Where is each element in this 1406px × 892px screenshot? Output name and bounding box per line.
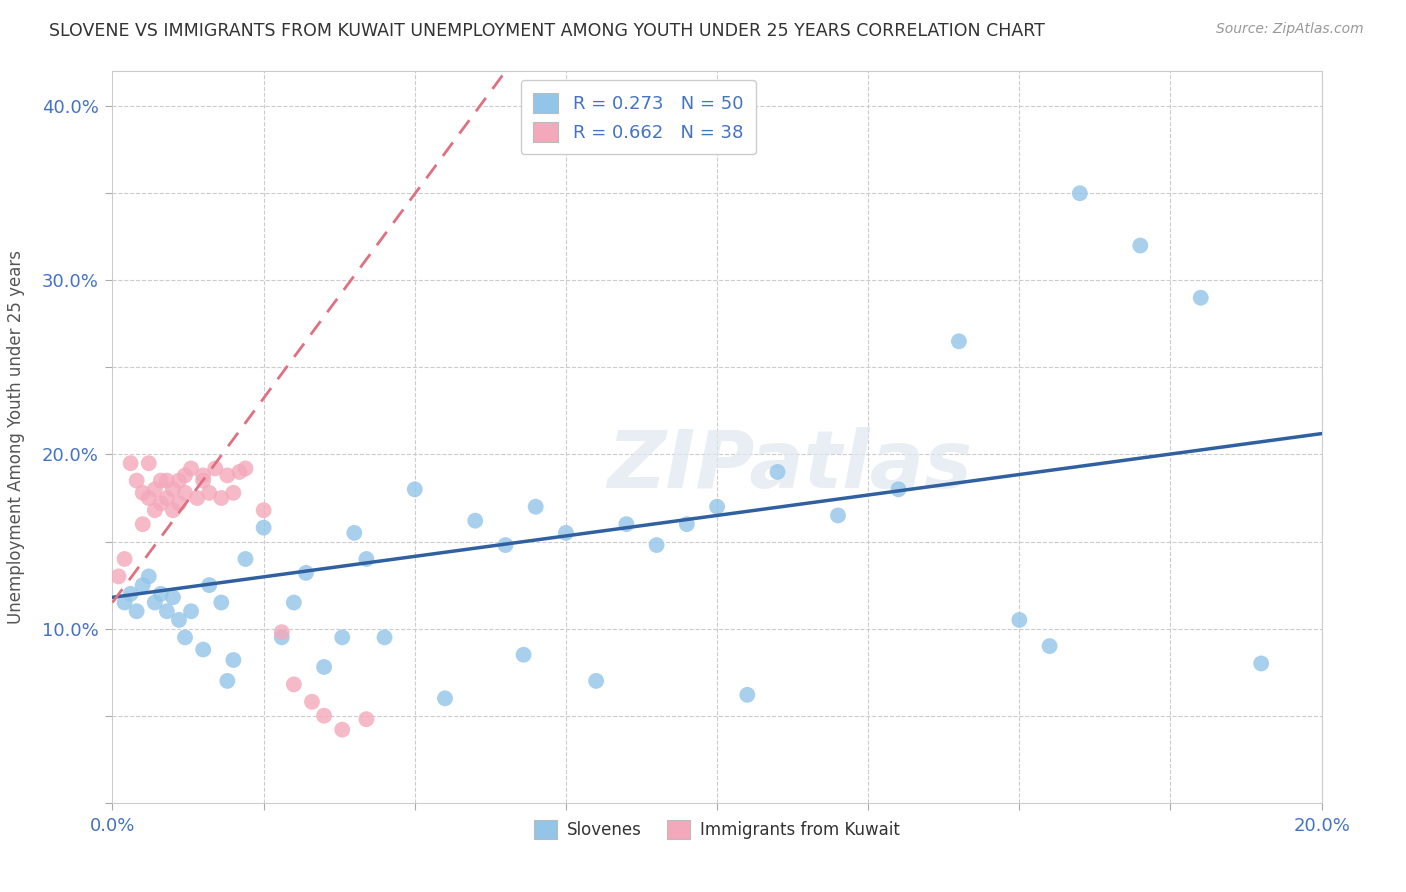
Point — [149, 496, 172, 510]
Point — [616, 517, 638, 532]
Point — [180, 461, 202, 475]
Point — [138, 456, 160, 470]
Point — [827, 508, 849, 523]
Point — [149, 474, 172, 488]
Point — [314, 708, 336, 723]
Point — [138, 569, 160, 583]
Point — [162, 483, 184, 497]
Point — [167, 474, 190, 488]
Point — [209, 491, 232, 505]
Point — [156, 474, 179, 488]
Point — [204, 461, 226, 475]
Point — [283, 677, 305, 691]
Point — [343, 525, 366, 540]
Point — [554, 525, 576, 540]
Point — [1189, 291, 1212, 305]
Point — [374, 631, 396, 645]
Point — [162, 591, 184, 605]
Point — [253, 521, 276, 535]
Point — [235, 461, 257, 475]
Point — [887, 483, 910, 497]
Point — [222, 653, 245, 667]
Point — [132, 485, 155, 500]
Point — [512, 648, 534, 662]
Point — [585, 673, 607, 688]
Point — [167, 613, 190, 627]
Text: Source: ZipAtlas.com: Source: ZipAtlas.com — [1216, 22, 1364, 37]
Point — [114, 552, 136, 566]
Legend: Slovenes, Immigrants from Kuwait: Slovenes, Immigrants from Kuwait — [527, 814, 907, 846]
Y-axis label: Unemployment Among Youth under 25 years: Unemployment Among Youth under 25 years — [7, 250, 25, 624]
Point — [270, 625, 292, 640]
Point — [209, 595, 232, 609]
Point — [143, 595, 166, 609]
Point — [174, 631, 197, 645]
Point — [174, 485, 197, 500]
Point — [706, 500, 728, 514]
Point — [235, 552, 257, 566]
Point — [301, 695, 323, 709]
Point — [948, 334, 970, 349]
Point — [404, 483, 426, 497]
Point — [283, 595, 305, 609]
Point — [125, 604, 148, 618]
Point — [1069, 186, 1091, 201]
Point — [1250, 657, 1272, 671]
Point — [120, 587, 142, 601]
Point — [737, 688, 759, 702]
Text: ZIPatlas: ZIPatlas — [607, 427, 972, 506]
Point — [464, 514, 486, 528]
Point — [645, 538, 668, 552]
Text: SLOVENE VS IMMIGRANTS FROM KUWAIT UNEMPLOYMENT AMONG YOUTH UNDER 25 YEARS CORREL: SLOVENE VS IMMIGRANTS FROM KUWAIT UNEMPL… — [49, 22, 1045, 40]
Point — [1038, 639, 1062, 653]
Point — [356, 712, 378, 726]
Point — [217, 468, 239, 483]
Point — [156, 604, 179, 618]
Point — [222, 485, 245, 500]
Point — [191, 468, 214, 483]
Point — [149, 587, 172, 601]
Point — [174, 468, 197, 483]
Point — [186, 491, 208, 505]
Point — [191, 642, 214, 657]
Point — [132, 578, 155, 592]
Point — [495, 538, 517, 552]
Point — [143, 483, 166, 497]
Point — [125, 474, 148, 488]
Point — [217, 673, 239, 688]
Point — [1008, 613, 1031, 627]
Point — [253, 503, 276, 517]
Point — [138, 491, 160, 505]
Point — [330, 631, 353, 645]
Point — [180, 604, 202, 618]
Point — [1129, 238, 1152, 252]
Point — [162, 503, 184, 517]
Point — [524, 500, 547, 514]
Point — [330, 723, 353, 737]
Point — [198, 578, 221, 592]
Point — [191, 474, 214, 488]
Point — [132, 517, 155, 532]
Point — [120, 456, 142, 470]
Point — [114, 595, 136, 609]
Point — [167, 496, 190, 510]
Point — [107, 569, 129, 583]
Point — [766, 465, 789, 479]
Point — [270, 631, 292, 645]
Point — [228, 465, 250, 479]
Point — [156, 491, 179, 505]
Point — [143, 503, 166, 517]
Point — [295, 566, 318, 580]
Point — [433, 691, 456, 706]
Point — [314, 660, 336, 674]
Point — [675, 517, 697, 532]
Point — [356, 552, 378, 566]
Point — [198, 485, 221, 500]
